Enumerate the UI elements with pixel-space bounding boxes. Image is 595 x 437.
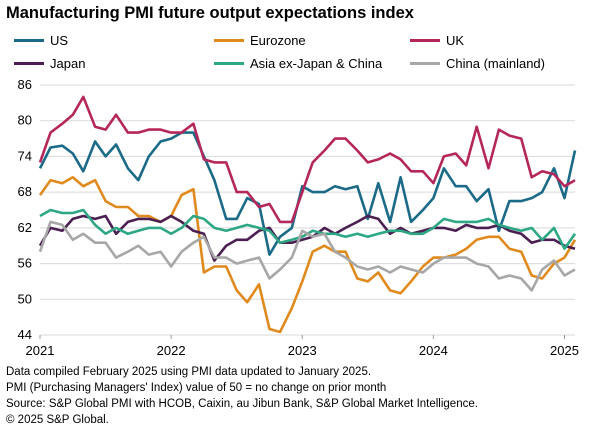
y-tick-label: 74 [18, 148, 32, 163]
x-tick-label: 2024 [419, 343, 448, 358]
series-lines [38, 95, 577, 334]
y-tick-label: 62 [18, 220, 32, 235]
y-tick-label: 80 [18, 113, 32, 128]
x-tick-label: 2023 [288, 343, 317, 358]
legend-item: China (mainland) [410, 56, 545, 71]
note-source: Source: S&P Global PMI with HCOB, Caixin… [6, 398, 478, 410]
legend-label: Eurozone [250, 33, 306, 48]
y-tick-label: 68 [18, 184, 32, 199]
series-line-china-mainland- [38, 220, 576, 292]
legend-item: US [14, 33, 68, 48]
y-axis-ticks: 44 50 56 62 68 74 80 86 [18, 77, 32, 342]
legend-swatch [14, 39, 44, 42]
legend-item: Japan [14, 56, 85, 71]
legend-swatch [214, 39, 244, 42]
y-tick-label: 56 [18, 256, 32, 271]
y-tick-label: 44 [18, 327, 32, 342]
legend-label: Japan [50, 56, 86, 71]
note-copyright: © 2025 S&P Global. [6, 414, 109, 426]
legend-item: UK [410, 33, 464, 48]
chart-notes: Data compiled February 2025 using PMI da… [6, 364, 478, 428]
legend-swatch [214, 62, 244, 65]
legend-swatch [14, 62, 44, 65]
y-tick-label: 50 [18, 291, 32, 306]
series-line-japan [38, 214, 576, 262]
legend-item: Eurozone [214, 33, 306, 48]
legend-label: Asia ex-Japan & China [250, 56, 383, 71]
legend-item: Asia ex-Japan & China [214, 56, 382, 71]
x-axis-ticks: 2021 2022 2023 2024 2025 [26, 335, 579, 358]
legend-swatch [410, 39, 440, 42]
series-line-uk [38, 95, 576, 224]
legend-label: China (mainland) [446, 56, 545, 71]
note-pmi-definition: PMI (Purchasing Managers' Index) value o… [6, 382, 387, 394]
legend-label: US [50, 33, 69, 48]
note-data-compiled: Data compiled February 2025 using PMI da… [6, 366, 372, 378]
y-tick-label: 86 [18, 77, 32, 92]
legend-swatch [410, 62, 440, 65]
x-tick-label: 2021 [26, 343, 55, 358]
legend-label: UK [446, 33, 465, 48]
series-line-eurozone [38, 176, 577, 334]
x-tick-label: 2025 [550, 343, 579, 358]
x-tick-label: 2022 [157, 343, 186, 358]
series-line-us [38, 131, 577, 256]
chart-title: Manufacturing PMI future output expectat… [6, 4, 414, 22]
